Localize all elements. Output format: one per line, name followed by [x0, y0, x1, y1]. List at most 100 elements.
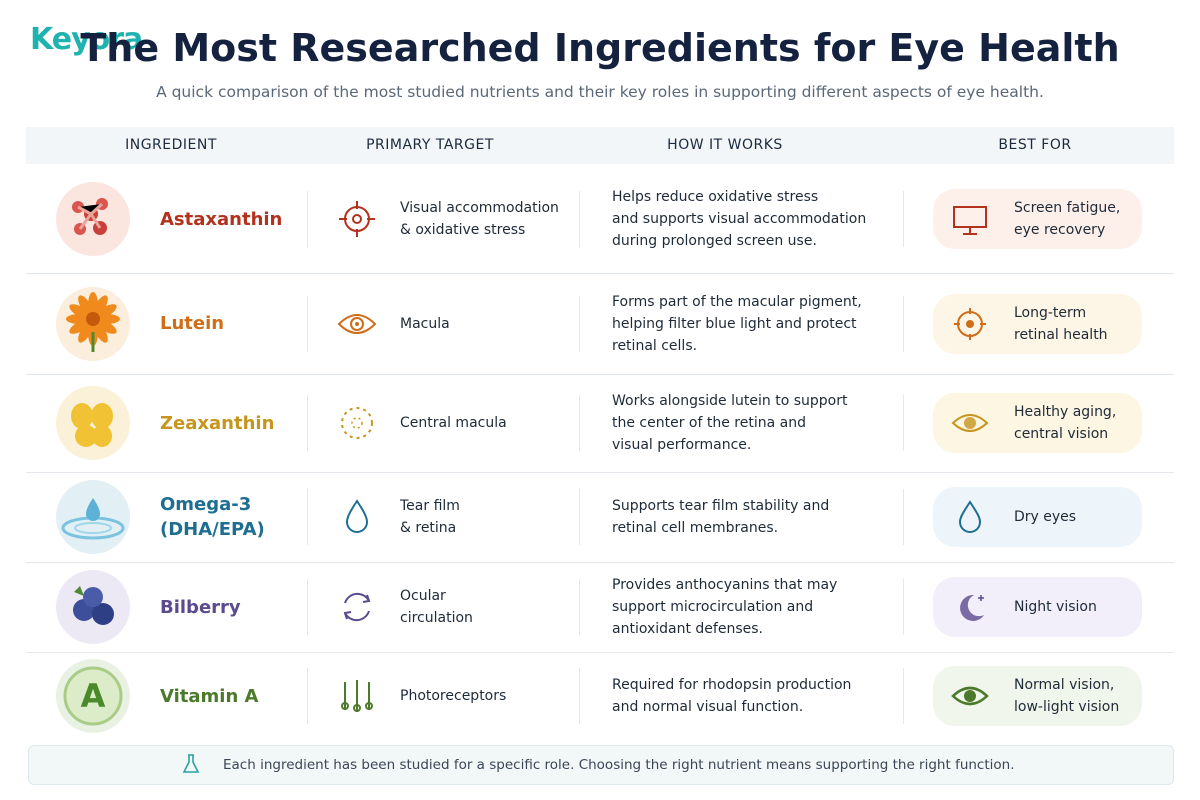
- table-header: [26, 127, 1174, 164]
- column-header: HOW IT WORKS: [667, 137, 783, 153]
- target-icon: [341, 680, 373, 712]
- ingredient-cell: Zeaxanthin: [160, 411, 274, 436]
- target-line: & retina: [400, 520, 457, 536]
- column-divider: [579, 579, 580, 635]
- ingredient-cell: Astaxanthin: [160, 207, 282, 232]
- target-line: Photoreceptors: [400, 688, 507, 704]
- ingredient-cell: Omega-3 (DHA/EPA): [160, 492, 265, 542]
- best-line: Healthy aging,: [1014, 404, 1117, 420]
- column-divider: [903, 191, 904, 247]
- ingredient-image: [66, 291, 120, 352]
- best-line: Night vision: [1014, 599, 1097, 615]
- column-divider: [307, 395, 308, 451]
- target-icon: [339, 201, 375, 237]
- flask-icon: [182, 754, 200, 773]
- svg-text:A: A: [81, 677, 106, 715]
- column-divider: [579, 668, 580, 724]
- how-line: Helps reduce oxidative stress: [612, 189, 819, 205]
- column-divider: [903, 668, 904, 724]
- column-divider: [579, 295, 580, 352]
- column-divider: [307, 668, 308, 724]
- target-line: circulation: [400, 610, 473, 626]
- how-cell: Required for rhodopsin production and nor…: [612, 674, 851, 718]
- column-divider: [903, 295, 904, 352]
- target-cell: Photoreceptors: [400, 685, 506, 707]
- how-line: visual performance.: [612, 437, 752, 453]
- target-line: Tear film: [400, 498, 460, 514]
- target-icon: [345, 499, 369, 533]
- ingredient-line: Zeaxanthin: [160, 412, 275, 434]
- how-line: Forms part of the macular pigment,: [612, 293, 862, 310]
- best-cell: Normal vision, low-light vision: [1014, 674, 1119, 718]
- how-cell: Forms part of the macular pigment, helpin…: [612, 291, 862, 357]
- how-line: Provides anthocyanins that may: [612, 577, 838, 593]
- best-pill: [933, 487, 1142, 547]
- ingredient-line: Lutein: [160, 313, 225, 334]
- target-icon: [343, 592, 371, 622]
- row-divider: [26, 273, 1174, 274]
- best-icon: [951, 414, 989, 432]
- column-divider: [307, 295, 308, 352]
- column-divider: [307, 579, 308, 635]
- ingredient-image: [73, 586, 114, 625]
- how-line: and supports visual accommodation: [612, 211, 867, 227]
- how-cell: Helps reduce oxidative stress and support…: [612, 186, 866, 252]
- best-pill: [933, 189, 1142, 249]
- ingredient-cell: Vitamin A: [160, 684, 258, 709]
- how-cell: Works alongside lutein to support the cen…: [612, 390, 847, 456]
- ingredient-cell: Bilberry: [160, 595, 241, 620]
- best-line: retinal health: [1014, 326, 1108, 343]
- ingredient-cell: Lutein: [160, 311, 224, 336]
- target-line: & oxidative stress: [400, 222, 526, 238]
- how-line: Works alongside lutein to support: [612, 393, 848, 409]
- target-icon: [337, 313, 377, 334]
- how-line: retinal cells.: [612, 337, 698, 354]
- how-cell: Provides anthocyanins that may support mi…: [612, 574, 837, 640]
- target-line: Ocular: [400, 588, 446, 604]
- how-line: retinal cell membranes.: [612, 520, 779, 536]
- ingredient-image: [72, 198, 108, 235]
- best-cell: Dry eyes: [1014, 506, 1076, 528]
- how-line: helping filter blue light and protect: [612, 315, 857, 332]
- ingredient-line: Astaxanthin: [160, 208, 283, 230]
- how-line: Supports tear film stability and: [612, 498, 830, 514]
- row-divider: [26, 652, 1174, 653]
- how-line: and normal visual function.: [612, 699, 804, 715]
- target-cell: Tear film & retina: [400, 495, 460, 539]
- footer-box: [28, 745, 1174, 785]
- best-icon: [960, 594, 984, 621]
- target-line: Macula: [400, 315, 450, 332]
- best-line: Dry eyes: [1014, 509, 1077, 525]
- column-header: PRIMARY TARGET: [366, 137, 494, 153]
- target-cell: Ocular circulation: [400, 585, 473, 629]
- ingredient-image: [61, 498, 125, 540]
- target-cell: Visual accommodation & oxidative stress: [400, 197, 559, 241]
- footer-text: Each ingredient has been studied for a s…: [223, 757, 1015, 773]
- best-line: low-light vision: [1014, 699, 1120, 715]
- how-line: antioxidant defenses.: [612, 621, 763, 637]
- target-cell: Macula: [400, 313, 450, 335]
- target-icon: [341, 407, 373, 439]
- column-divider: [579, 395, 580, 451]
- target-cell: Central macula: [400, 412, 507, 434]
- column-divider: [307, 489, 308, 545]
- how-line: during prolonged screen use.: [612, 233, 817, 249]
- column-divider: [903, 489, 904, 545]
- ingredient-line: Omega-3: [160, 494, 252, 515]
- row-divider: [26, 374, 1174, 375]
- best-line: Screen fatigue,: [1014, 200, 1121, 216]
- best-line: central vision: [1014, 426, 1109, 442]
- title: The Most Researched Ingredients for Eye …: [80, 26, 1120, 70]
- best-cell: Screen fatigue, eye recovery: [1014, 197, 1120, 241]
- ingredient-image: A: [63, 666, 123, 726]
- best-line: Normal vision,: [1014, 677, 1115, 693]
- best-cell: Night vision: [1014, 596, 1097, 618]
- ingredient-line: Bilberry: [160, 596, 241, 618]
- ingredient-line: (DHA/EPA): [160, 519, 265, 540]
- column-divider: [903, 579, 904, 635]
- column-divider: [579, 489, 580, 545]
- best-icon: [958, 500, 982, 533]
- column-header: BEST FOR: [998, 137, 1072, 153]
- best-icon: [953, 206, 987, 235]
